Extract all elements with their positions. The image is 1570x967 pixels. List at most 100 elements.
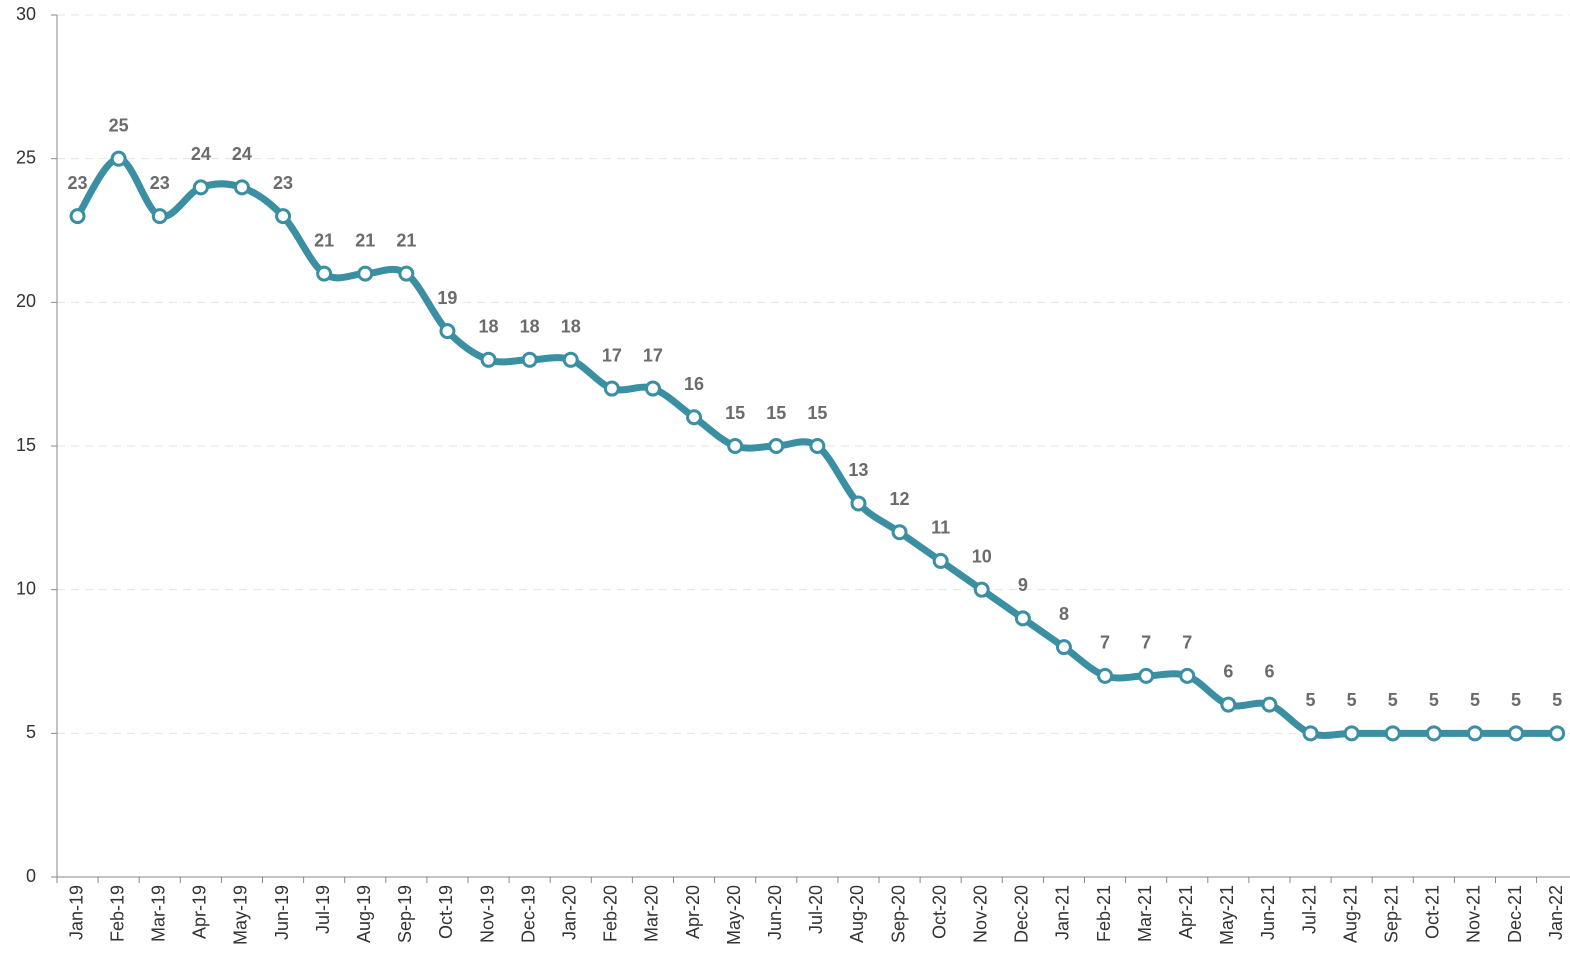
data-label: 11 [931,518,950,538]
marker [275,208,292,225]
marker [439,323,456,340]
data-label: 12 [890,489,910,509]
marker [973,581,990,598]
data-label: 7 [1182,633,1192,653]
data-label: 5 [1429,690,1439,710]
x-tick-label: Nov-20 [971,885,991,943]
marker [151,208,168,225]
marker [398,265,415,282]
data-label: 5 [1306,690,1316,710]
marker [1097,667,1114,684]
x-tick-label: Mar-21 [1135,885,1155,942]
data-label: 18 [520,317,540,337]
x-tick-label: Jul-21 [1299,885,1319,934]
marker [110,150,127,167]
data-label: 15 [725,403,745,423]
marker [1425,725,1442,742]
x-tick-label: Dec-21 [1505,885,1525,943]
data-label: 17 [602,345,622,365]
x-tick-label: Aug-19 [354,885,374,943]
data-label: 9 [1018,575,1028,595]
data-label: 21 [355,230,375,250]
marker [644,380,661,397]
x-tick-label: Jun-20 [765,885,785,940]
x-tick-label: Apr-21 [1176,885,1196,939]
data-label: 23 [150,173,170,193]
x-tick-label: Aug-20 [847,885,867,943]
marker [316,265,333,282]
marker [1549,725,1566,742]
x-tick-label: Jan-20 [560,885,580,940]
x-tick-label: Apr-20 [683,885,703,939]
marker [603,380,620,397]
data-label: 5 [1388,690,1398,710]
x-tick-label: Aug-21 [1340,885,1360,943]
x-tick-label: Oct-21 [1423,885,1443,939]
x-tick-label: Jan-22 [1546,885,1566,940]
marker [1179,667,1196,684]
y-tick-label: 25 [16,147,36,167]
x-tick-label: Dec-20 [1012,885,1032,943]
data-label: 24 [191,144,211,164]
data-label: 21 [314,230,334,250]
data-label: 6 [1223,661,1233,681]
data-label: 19 [437,288,457,308]
data-label: 18 [479,317,499,337]
data-label: 7 [1141,633,1151,653]
x-tick-label: Jul-19 [313,885,333,934]
marker [932,552,949,569]
x-tick-label: May-20 [724,885,744,945]
marker [1261,696,1278,713]
x-tick-label: Feb-19 [107,885,127,942]
y-tick-label: 10 [16,578,36,598]
marker [768,438,785,454]
marker [480,351,497,368]
x-tick-label: Jan-21 [1053,885,1073,940]
y-tick-label: 5 [26,722,36,742]
x-tick-label: Mar-20 [642,885,662,942]
data-label: 15 [766,403,786,423]
marker [192,179,209,196]
marker [891,524,908,541]
x-tick-label: Oct-19 [436,885,456,939]
x-tick-label: Jul-20 [806,885,826,934]
y-tick-label: 0 [26,866,36,886]
data-label: 15 [807,403,827,423]
marker [1138,667,1155,684]
x-tick-label: Mar-19 [149,885,169,942]
data-label: 25 [109,115,129,135]
x-tick-label: Apr-19 [190,885,210,939]
y-tick-label: 20 [16,291,36,311]
data-label: 13 [848,460,868,480]
x-tick-label: Oct-20 [929,885,949,939]
marker [1220,696,1237,713]
marker [1055,639,1072,656]
data-label: 8 [1059,604,1069,624]
x-tick-label: Sep-21 [1382,885,1402,943]
x-tick-label: May-19 [231,885,251,945]
data-label: 17 [643,345,663,365]
x-tick-label: Dec-19 [518,885,538,943]
marker [686,409,703,426]
marker [1466,725,1483,742]
y-tick-label: 15 [16,435,36,455]
marker [727,438,744,454]
marker [1302,725,1319,742]
marker [562,351,579,368]
marker [1014,610,1031,627]
x-tick-label: Feb-21 [1094,885,1114,942]
data-label: 5 [1470,690,1480,710]
data-label: 5 [1511,690,1521,710]
marker [69,208,86,225]
data-label: 6 [1264,661,1274,681]
marker [1508,725,1525,742]
marker [233,179,250,196]
x-tick-label: May-21 [1217,885,1237,945]
data-label: 24 [232,144,252,164]
marker [1384,725,1401,742]
x-tick-label: Feb-20 [601,885,621,942]
marker [809,438,826,454]
x-tick-label: Jan-19 [66,885,86,940]
data-label: 21 [396,230,416,250]
data-label: 16 [684,374,704,394]
